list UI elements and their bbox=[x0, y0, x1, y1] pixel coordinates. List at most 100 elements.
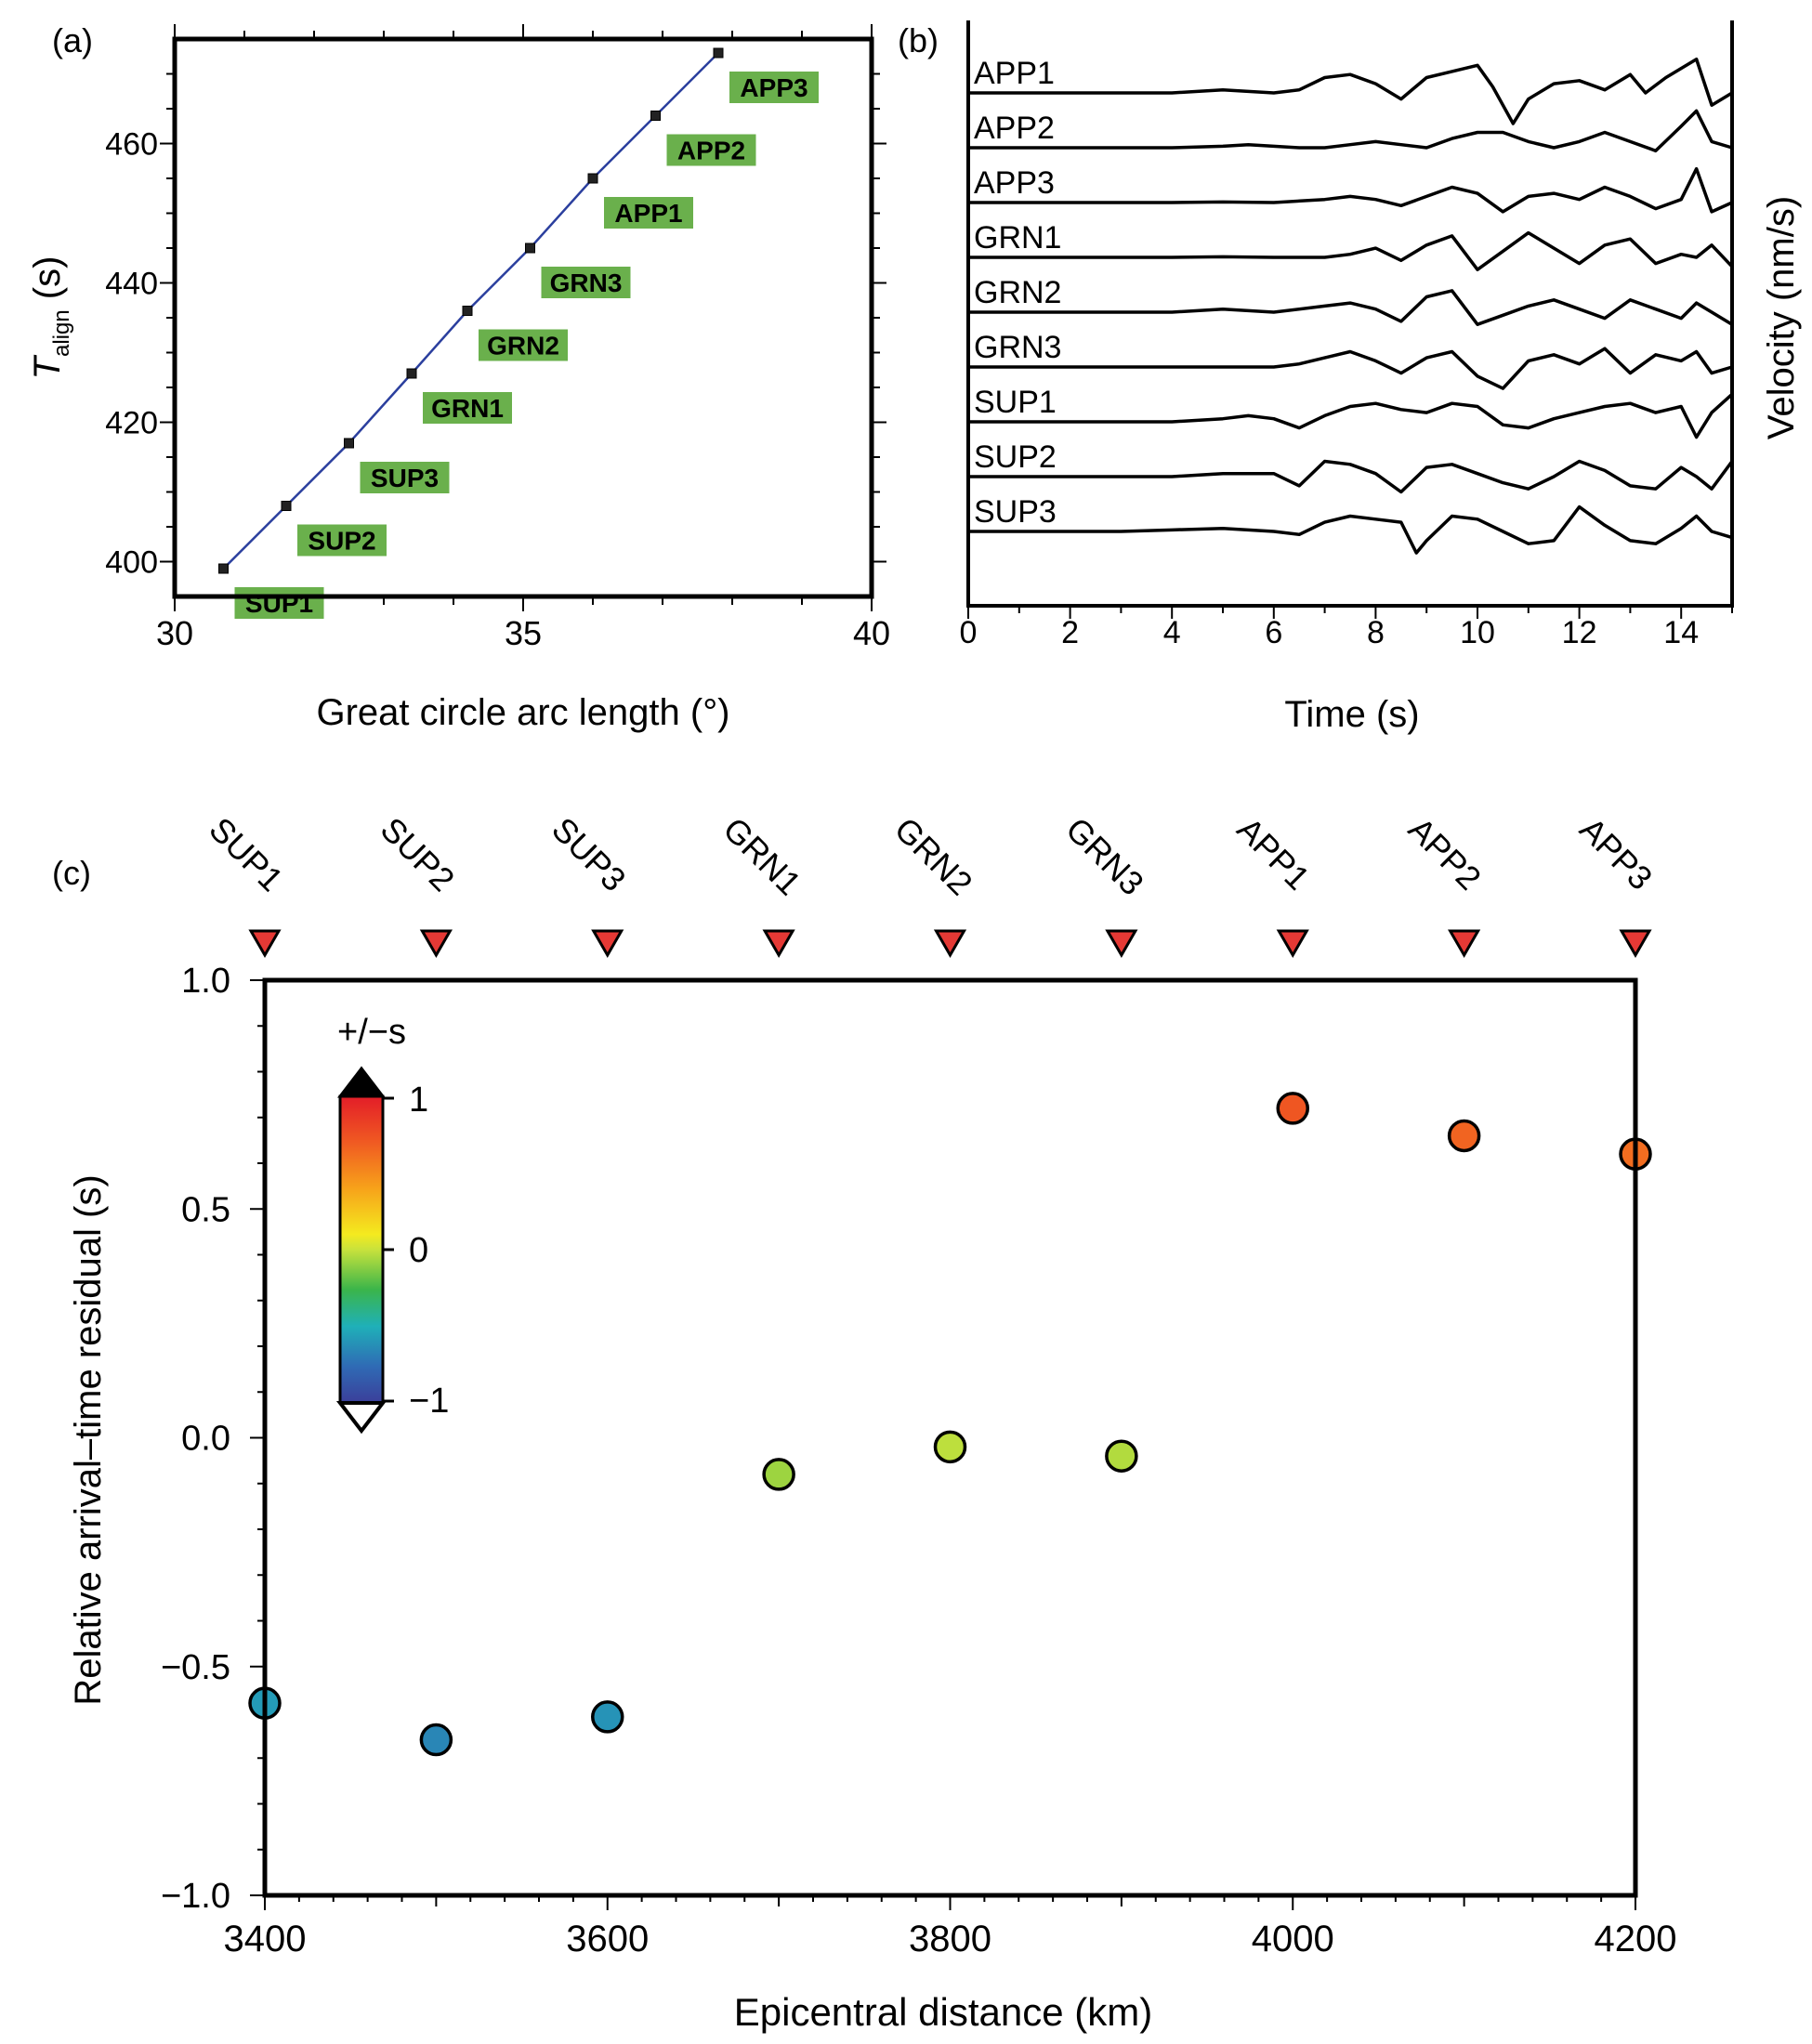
c-ytick-label: 0.0 bbox=[181, 1420, 230, 1459]
a-point bbox=[587, 173, 598, 184]
colorbar-max-triangle bbox=[336, 1066, 387, 1098]
a-point-label: SUP2 bbox=[308, 527, 375, 556]
a-label-box bbox=[729, 72, 819, 103]
panel-c-letter: (c) bbox=[52, 854, 91, 892]
station-label: APP1 bbox=[1230, 810, 1318, 898]
a-ytick-label: 400 bbox=[105, 545, 158, 581]
station-marker bbox=[1619, 929, 1652, 959]
c-point bbox=[933, 1430, 967, 1464]
station-label: SUP1 bbox=[202, 810, 290, 898]
a-point bbox=[406, 368, 417, 379]
b-xtick-label: 8 bbox=[1367, 615, 1385, 650]
b-trace-label: SUP2 bbox=[974, 439, 1057, 475]
c-xtick-label: 4000 bbox=[1252, 1919, 1334, 1959]
b-xtick-label: 2 bbox=[1061, 615, 1079, 650]
b-trace bbox=[968, 289, 1733, 326]
c-ytick-label: 1.0 bbox=[181, 962, 230, 1001]
b-xtick-label: 6 bbox=[1265, 615, 1282, 650]
c-point bbox=[762, 1458, 795, 1491]
c-xtick-label: 4200 bbox=[1595, 1919, 1677, 1959]
c-point bbox=[1447, 1119, 1481, 1153]
b-trace-label: APP2 bbox=[974, 111, 1055, 146]
colorbar-min-triangle bbox=[335, 1401, 387, 1435]
panel-a-ylabel-sub: align bbox=[49, 309, 74, 357]
panel-c-xlabel: Epicentral distance (km) bbox=[734, 1990, 1153, 2034]
station-label: GRN1 bbox=[716, 810, 808, 903]
b-trace-label: APP1 bbox=[974, 56, 1055, 91]
colorbar-label-max: 1 bbox=[409, 1081, 428, 1120]
b-xtick-label: 4 bbox=[1163, 615, 1181, 650]
station-label: APP3 bbox=[1572, 810, 1660, 898]
panel-b-plot: 0 2 4 6 8 10 12 14 APP1 APP2 APP3 GRN1 GRN2 GRN3 SUP1 S… bbox=[960, 56, 1734, 650]
station-marker bbox=[1276, 929, 1309, 959]
colorbar: +/−s 1 0 −1 bbox=[335, 1013, 449, 1435]
panel-a-ylabel: Talign (s) bbox=[27, 256, 74, 380]
a-xtick-label: 30 bbox=[156, 614, 193, 652]
a-point-label: SUP3 bbox=[371, 464, 439, 492]
a-xtick-label: 40 bbox=[853, 614, 890, 652]
c-point bbox=[419, 1723, 453, 1757]
station-marker bbox=[591, 929, 624, 959]
station-label: GRN3 bbox=[1058, 810, 1151, 903]
panel-b-letter: (b) bbox=[898, 21, 939, 59]
c-xtick-label: 3400 bbox=[224, 1919, 307, 1959]
a-point-label: APP1 bbox=[614, 199, 682, 228]
panel-a-plot: 30 35 40 400 420 440 460 SUP1 SUP2 SUP3 GRN1 GRN2 GR… bbox=[105, 24, 890, 652]
station-marker bbox=[419, 929, 453, 959]
a-label-box bbox=[297, 524, 387, 557]
station-marker bbox=[1105, 929, 1138, 959]
b-trace bbox=[968, 57, 1733, 125]
panel-a-xlabel: Great circle arc length (°) bbox=[316, 692, 729, 733]
b-trace bbox=[968, 166, 1733, 214]
c-xtick-label: 3800 bbox=[909, 1919, 991, 1959]
c-point bbox=[1276, 1092, 1309, 1125]
station-label: SUP2 bbox=[374, 810, 462, 898]
station-marker bbox=[933, 929, 967, 959]
a-ytick-label: 420 bbox=[105, 406, 158, 441]
c-ytick-label: −0.5 bbox=[161, 1648, 230, 1687]
b-xtick-label: 0 bbox=[960, 615, 978, 650]
a-point-label: GRN3 bbox=[550, 269, 623, 297]
c-point bbox=[1105, 1439, 1138, 1473]
colorbar-title: +/−s bbox=[337, 1013, 406, 1052]
a-point bbox=[713, 47, 724, 59]
panel-b-frame bbox=[966, 20, 1734, 608]
b-trace-label: GRN2 bbox=[974, 275, 1061, 310]
b-trace-label: GRN1 bbox=[974, 220, 1061, 256]
station-label: APP2 bbox=[1401, 810, 1489, 898]
colorbar-label-mid: 0 bbox=[409, 1231, 428, 1270]
a-label-box bbox=[666, 134, 756, 166]
b-xtick-label: 14 bbox=[1663, 615, 1699, 650]
b-xtick-label: 12 bbox=[1562, 615, 1597, 650]
a-point bbox=[650, 111, 661, 121]
a-point-label: SUP1 bbox=[245, 589, 313, 618]
c-ytick-label: 0.5 bbox=[181, 1190, 230, 1229]
a-label-box bbox=[360, 462, 450, 493]
a-point bbox=[344, 438, 354, 449]
a-label-box bbox=[479, 329, 568, 361]
a-point bbox=[462, 306, 473, 316]
panel-a-letter: (a) bbox=[52, 21, 93, 59]
b-trace bbox=[968, 109, 1733, 153]
a-point-label: APP2 bbox=[677, 137, 745, 165]
panel-c-frame bbox=[262, 977, 1638, 1898]
panel-b-ylabel: Velocity (nm/s) bbox=[1761, 196, 1802, 439]
panel-c: (c) 3400 3600 3800 4000 4200 −1.0 −0.5 0.0 0.5 1.… bbox=[52, 810, 1676, 2034]
a-label-box bbox=[423, 392, 512, 424]
b-trace bbox=[968, 347, 1733, 390]
colorbar-label-min: −1 bbox=[409, 1382, 449, 1421]
station-label: GRN2 bbox=[887, 810, 980, 903]
c-ytick-label: −1.0 bbox=[161, 1877, 230, 1916]
panel-a-ylabel-main: T bbox=[27, 354, 68, 379]
panel-c-ylabel: Relative arrival–time residual (s) bbox=[68, 1174, 109, 1705]
b-trace bbox=[968, 504, 1733, 555]
b-trace bbox=[968, 230, 1734, 271]
a-xtick-label: 35 bbox=[505, 614, 542, 652]
a-ytick-label: 460 bbox=[105, 127, 158, 163]
station-marker bbox=[762, 929, 795, 959]
a-label-box bbox=[541, 267, 631, 298]
a-point bbox=[525, 242, 535, 254]
b-trace-label: GRN3 bbox=[974, 330, 1061, 365]
a-point bbox=[218, 563, 229, 574]
